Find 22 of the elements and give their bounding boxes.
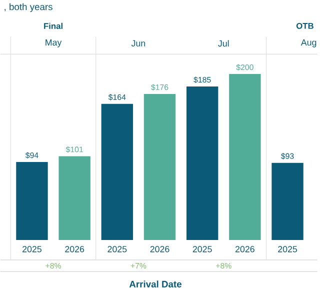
text: Final (44, 22, 62, 30)
bar (144, 94, 176, 240)
text: OTB (296, 23, 314, 30)
text: Jul (218, 40, 229, 47)
bar (58, 156, 90, 240)
x-tick-label: 2026 (235, 246, 254, 252)
x-tick-label: 2026 (65, 246, 84, 252)
chart-title: , both years (4, 3, 52, 12)
x-tick-label: 2025 (192, 246, 212, 252)
bar (272, 162, 304, 240)
x-axis-title: Arrival Date (129, 280, 182, 288)
bar (16, 162, 48, 240)
text: Aug (300, 39, 316, 48)
x-tick-label: 2025 (108, 246, 127, 252)
text: Jun (131, 40, 146, 47)
bar (186, 86, 218, 240)
text: May (46, 39, 62, 48)
bar (101, 104, 134, 240)
x-tick-label: 2025 (278, 246, 298, 252)
bar (229, 74, 261, 240)
x-tick-label: 2026 (150, 246, 170, 252)
x-tick-label: 2025 (22, 246, 42, 252)
